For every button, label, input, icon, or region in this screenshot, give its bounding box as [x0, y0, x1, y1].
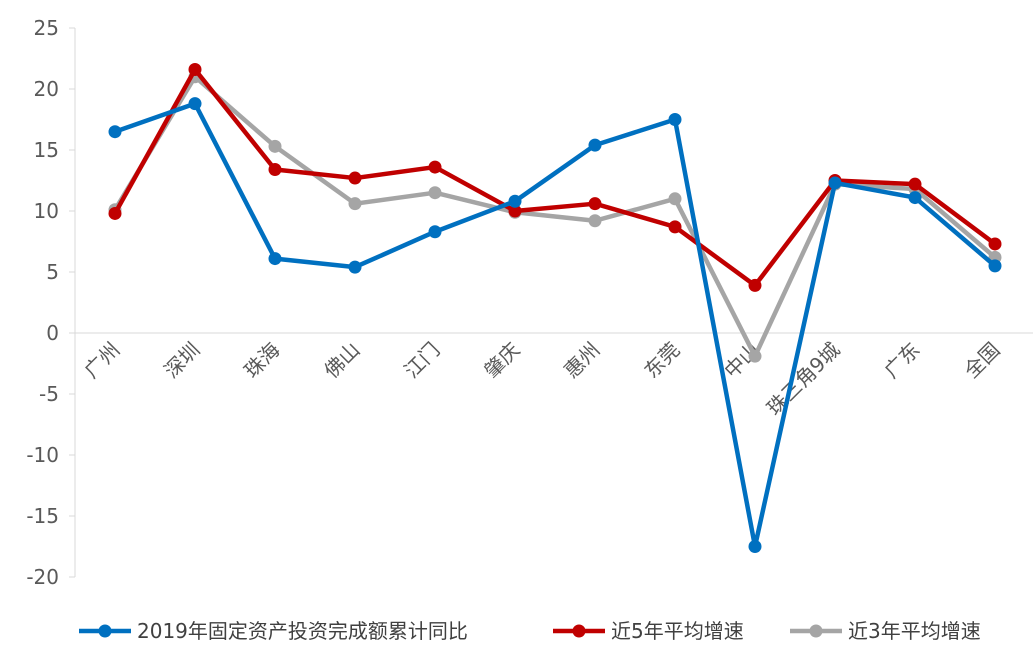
legend-label: 近3年平均增速 — [848, 619, 981, 643]
x-tick-label: 东莞 — [639, 338, 684, 383]
legend: 2019年固定资产投资完成额累计同比 近5年平均增速 近3年平均增速 — [79, 619, 981, 643]
series-2 — [108, 62, 1002, 292]
x-tick-label: 珠海 — [239, 338, 284, 383]
series-1 — [108, 97, 1002, 553]
data-point — [428, 160, 442, 174]
x-tick-label: 惠州 — [559, 338, 604, 383]
data-point — [188, 62, 202, 76]
y-tick-label: 20 — [34, 77, 59, 101]
x-tick-label: 江门 — [399, 338, 444, 383]
x-tick-label: 深圳 — [159, 338, 204, 383]
data-point — [908, 177, 922, 191]
legend-item: 近3年平均增速 — [790, 619, 981, 643]
data-point — [268, 139, 282, 153]
x-tick-label: 广州 — [79, 338, 124, 383]
data-point — [428, 225, 442, 239]
data-point — [348, 171, 362, 185]
y-tick-label: -20 — [26, 565, 59, 589]
y-tick-label: 5 — [46, 260, 59, 284]
legend-swatch-marker — [809, 624, 823, 638]
data-point — [108, 206, 122, 220]
data-point — [108, 125, 122, 139]
series-line — [112, 74, 998, 359]
data-point — [268, 252, 282, 266]
data-point — [668, 192, 682, 206]
y-tick-label: 15 — [34, 138, 59, 162]
x-tick-label: 广东 — [879, 338, 924, 383]
x-tick-label: 全国 — [959, 338, 1004, 383]
data-point — [508, 194, 522, 208]
data-point — [348, 197, 362, 211]
series-line — [112, 101, 998, 549]
data-point — [588, 197, 602, 211]
x-tick-label: 珠三角9城 — [762, 338, 845, 421]
legend-swatch-marker — [572, 624, 586, 638]
data-point — [988, 237, 1002, 251]
data-point — [988, 259, 1002, 273]
legend-label: 近5年平均增速 — [611, 619, 744, 643]
series-3 — [108, 70, 1002, 363]
legend-item: 近5年平均增速 — [553, 619, 744, 643]
data-point — [188, 97, 202, 111]
data-point — [748, 278, 762, 292]
legend-swatch-marker — [98, 624, 112, 638]
data-point — [748, 349, 762, 363]
series-lines — [108, 62, 1002, 553]
data-point — [428, 186, 442, 200]
data-point — [908, 191, 922, 205]
series-line — [112, 67, 998, 288]
data-point — [668, 220, 682, 234]
x-tick-label: 佛山 — [319, 338, 364, 383]
data-point — [268, 163, 282, 177]
y-tick-label: -5 — [39, 382, 59, 406]
data-point — [588, 214, 602, 228]
legend-label: 2019年固定资产投资完成额累计同比 — [137, 619, 468, 643]
y-tick-label: 0 — [46, 321, 59, 345]
data-point — [348, 260, 362, 274]
data-point — [588, 138, 602, 152]
data-point — [828, 176, 842, 190]
y-tick-label: -10 — [26, 443, 59, 467]
y-tick-label: -15 — [26, 504, 59, 528]
y-tick-label: 10 — [34, 199, 59, 223]
data-point — [748, 540, 762, 553]
data-point — [508, 204, 522, 218]
x-tick-label: 肇庆 — [479, 338, 524, 383]
data-point — [668, 113, 682, 126]
y-tick-label: 25 — [34, 16, 59, 40]
legend-item: 2019年固定资产投资完成额累计同比 — [79, 619, 468, 643]
y-axis: 25 20 15 10 5 0 -5 -10 -15 -20 — [26, 16, 76, 589]
